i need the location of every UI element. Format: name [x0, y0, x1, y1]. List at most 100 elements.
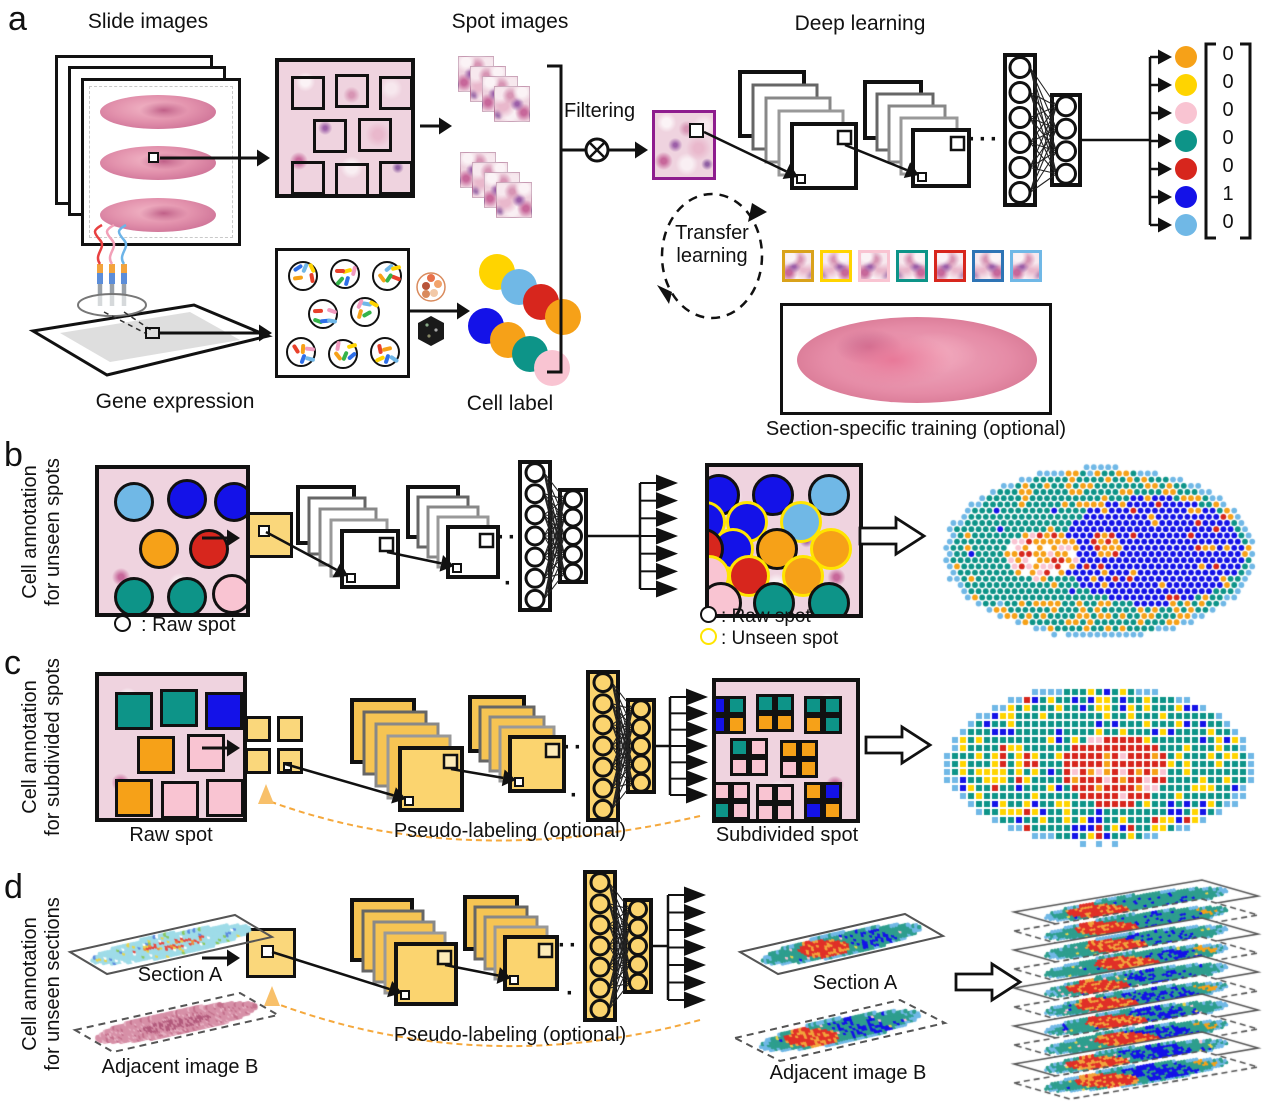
transcript-spot: [308, 299, 338, 329]
spot-window: [379, 161, 413, 195]
subspot-cell: [804, 696, 823, 715]
output-class-value: 0: [1222, 99, 1234, 121]
transcript-dash: [381, 345, 393, 353]
subdivided-spot-quad: [804, 696, 842, 734]
kernel-window: [689, 123, 704, 138]
raw-spot-caption-b: : Raw spot: [85, 614, 265, 637]
subspot-cell: [823, 696, 842, 715]
section-a-input-label: Section A: [137, 964, 223, 986]
ellipsis-d2: ·: [566, 980, 577, 1007]
subspot-cell: [712, 801, 731, 820]
subdivided-spot-image: [712, 678, 860, 823]
legend-raw-text: : Raw spot: [721, 606, 811, 627]
transcript-dash: [326, 318, 338, 324]
annotation-map-subdivided-spots: [935, 672, 1265, 857]
transcript-spot: [286, 337, 316, 367]
tissue-section-oval: [797, 317, 1037, 403]
subspot-cell: [749, 757, 768, 776]
raw-spot: [114, 482, 154, 522]
spot-window: [291, 161, 325, 195]
legend-unseen-symbol: [700, 628, 717, 645]
side-label-c: Cell annotation for subdivided spots: [19, 617, 65, 877]
tissue-oval-1: [100, 146, 216, 180]
output-class-dot: [1175, 214, 1197, 236]
spot-image-tile: [494, 86, 530, 122]
subspot-cell: [799, 740, 818, 759]
annotation-map-unseen-spots: [935, 455, 1265, 650]
raw-spot: [139, 529, 179, 569]
spot-window: [358, 118, 392, 152]
subspot-cell: [712, 696, 727, 715]
transcript-dash: [309, 272, 315, 284]
subdivided-spot-quad: [780, 740, 818, 778]
transfer-line2: learning: [676, 245, 748, 267]
gene-expression-label: Gene expression: [95, 390, 255, 413]
subspot-cell: [775, 784, 794, 803]
subspot-cell: [756, 694, 775, 713]
section-training-label: Section-specific training (optional): [765, 418, 1067, 440]
stacked-annotated-sections: [1006, 872, 1268, 1102]
class-example-patch: [820, 250, 852, 282]
class-example-patch: [896, 250, 928, 282]
output-class-dot: [1175, 46, 1197, 68]
panel-c-letter: c: [4, 644, 21, 682]
annotated-spot-image-b: [705, 463, 863, 618]
subspot-cell: [756, 713, 775, 732]
transfer-learning-label: Transfer learning: [664, 222, 760, 268]
spot-image-tile: [496, 182, 532, 218]
class-example-patch: [972, 250, 1004, 282]
ellipsis-c2: ·: [570, 782, 581, 809]
output-class-dot: [1175, 186, 1197, 208]
raw-spot-image-c: [95, 672, 247, 822]
subspot-cell: [780, 740, 799, 759]
cell-label-title: Cell label: [466, 392, 554, 415]
subspot-cell: [775, 803, 794, 822]
output-class-value: 0: [1222, 43, 1234, 65]
subdivided-spot-quad: [804, 782, 842, 820]
gene-expression-apparatus: [28, 223, 273, 377]
tissue-patch-grid: [275, 58, 415, 198]
tissue-oval-2: [100, 198, 216, 232]
spot-window: [313, 119, 347, 153]
slide-fiducial-frame: [89, 86, 233, 238]
section-a-output-tissue: [738, 912, 946, 978]
side-label-d-line1: Cell annotation: [19, 917, 41, 1051]
subspot-cell: [712, 715, 727, 734]
transcript-dash: [368, 299, 380, 309]
spot-window: [335, 163, 369, 197]
raw-spot-caption-c: Raw spot: [129, 824, 213, 846]
raw-spot-square: [115, 692, 153, 730]
ellipsis-b1: ··: [497, 524, 519, 551]
transfer-line1: Transfer: [675, 222, 749, 244]
raw-spot: [212, 574, 246, 613]
section-a-output-label: Section A: [812, 972, 898, 994]
transcript-spot: [288, 261, 318, 291]
deep-learning-title: Deep learning: [794, 12, 926, 35]
ellipsis-d1: ··: [558, 932, 580, 959]
analysis-tool-icons: [410, 272, 470, 346]
transcript-dash: [334, 268, 346, 274]
section-training-image: [780, 303, 1052, 415]
output-class-dot: [1175, 102, 1197, 124]
subspot-cell: [712, 782, 731, 801]
class-example-patch: [1010, 250, 1042, 282]
adjacent-b-input-label: Adjacent image B: [101, 1056, 259, 1078]
transcript-dash: [300, 343, 306, 355]
side-label-c-line2: for subdivided spots: [42, 658, 64, 836]
subspot-cell: [749, 738, 768, 757]
output-class-dot: [1175, 158, 1197, 180]
transcript-dash: [326, 307, 338, 315]
transcript-dash: [343, 275, 351, 287]
output-class-dot: [1175, 74, 1197, 96]
transcript-spot: [330, 259, 360, 289]
transcript-spot: [372, 261, 402, 291]
subspot-cell: [780, 759, 799, 778]
legend-unseen-text: : Unseen spot: [721, 628, 839, 649]
subdivided-spot-quad: [712, 696, 746, 734]
transcript-spot: [328, 339, 358, 369]
subspot-cell: [775, 694, 794, 713]
subspot-cell: [799, 759, 818, 778]
subdivided-input-cell: [245, 748, 271, 774]
transcript-dash: [335, 340, 341, 352]
subdivided-spot-quad: [712, 782, 750, 820]
